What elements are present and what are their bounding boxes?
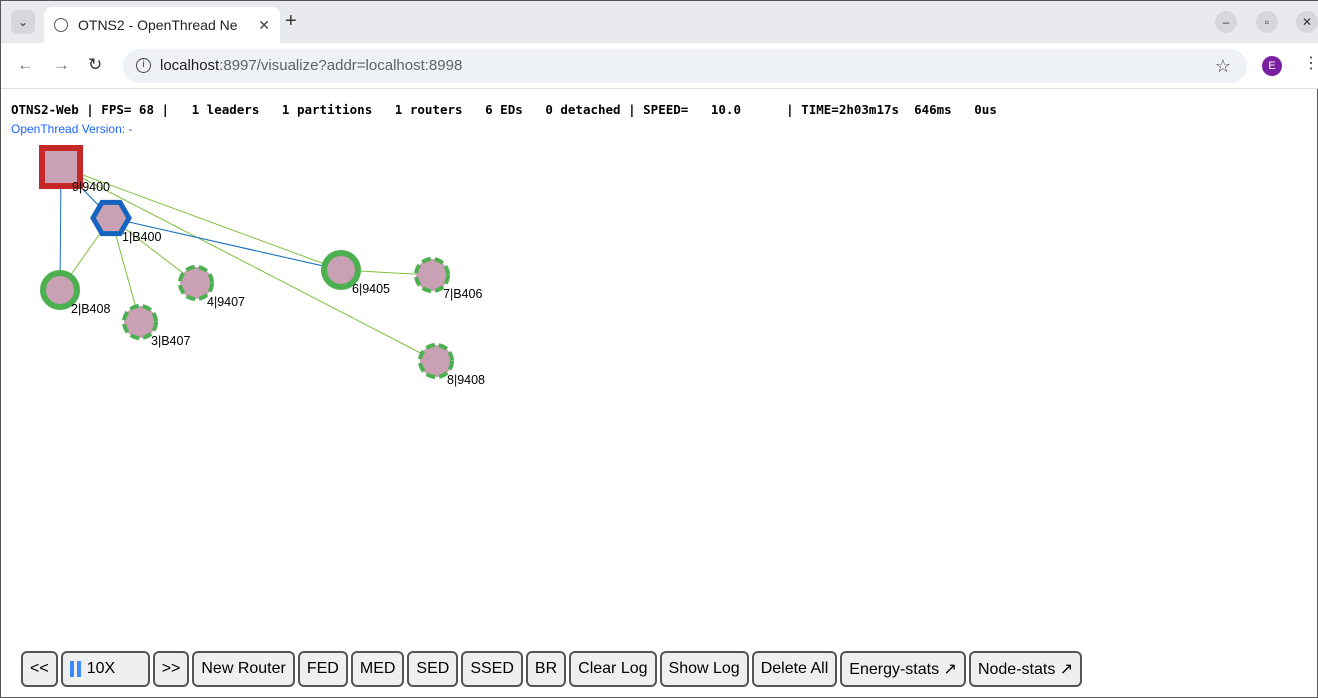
button-label: <<	[30, 660, 49, 677]
node-label: 7|B406	[443, 287, 482, 301]
minimize-button[interactable]: –	[1215, 11, 1237, 33]
circle-node-shape[interactable]	[40, 270, 80, 310]
button-label: FED	[306, 660, 339, 677]
new-tab-button[interactable]: +	[285, 10, 297, 32]
node-7[interactable]: 7|B406	[414, 257, 482, 301]
button-label: 10X	[86, 660, 116, 677]
button-label: Energy-stats ↗	[849, 661, 957, 678]
button-label: Clear Log	[578, 660, 648, 677]
slower-button[interactable]: <<	[21, 651, 58, 687]
browser-tab[interactable]: OTNS2 - OpenThread Ne ✕	[44, 7, 280, 43]
status-line: OTNS2-Web | FPS= 68 | 1 leaders 1 partit…	[11, 102, 997, 117]
show-log-button[interactable]: Show Log	[659, 651, 749, 687]
hexagon-node-shape[interactable]	[90, 199, 132, 237]
circle-node-shape[interactable]	[122, 304, 158, 340]
url-path: :8997/visualize?addr=localhost:8998	[219, 57, 463, 74]
openthread-version: OpenThread Version: -	[11, 122, 133, 136]
globe-icon	[54, 18, 68, 32]
link-line	[60, 166, 342, 271]
address-toolbar: ← → ↻ i localhost:8997/visualize?addr=lo…	[1, 43, 1318, 89]
browser-tab-bar: ⌄ OTNS2 - OpenThread Ne ✕ + – ▫ ✕	[1, 1, 1318, 43]
site-info-icon[interactable]: i	[136, 58, 151, 73]
circle-node-shape[interactable]	[414, 257, 450, 293]
energy-stats-button[interactable]: Energy-stats ↗	[840, 651, 966, 687]
node-label: 4|9407	[207, 295, 245, 309]
close-tab-icon[interactable]: ✕	[254, 16, 270, 34]
url-input[interactable]: i localhost:8997/visualize?addr=localhos…	[123, 49, 1247, 83]
ssed-button[interactable]: SSED	[461, 651, 523, 687]
pause-icon	[76, 661, 81, 677]
node-2[interactable]: 2|B408	[40, 270, 110, 316]
button-label: MED	[359, 660, 396, 677]
node-label: 6|9405	[352, 282, 390, 296]
circle-node-shape[interactable]	[418, 343, 454, 379]
node-label: 1|B400	[122, 230, 161, 244]
button-label: SED	[416, 660, 450, 677]
node-label: 9|9400	[72, 180, 110, 194]
router-link-line	[110, 217, 342, 271]
node-stats-button[interactable]: Node-stats ↗	[968, 651, 1083, 687]
new-router-button[interactable]: New Router	[192, 651, 295, 687]
close-window-button[interactable]: ✕	[1296, 11, 1318, 33]
tab-search-button[interactable]: ⌄	[11, 10, 35, 34]
bookmark-star-icon[interactable]: ☆	[1214, 56, 1231, 76]
pause-speed-button[interactable]: 10X	[60, 651, 150, 687]
node-label: 8|9408	[447, 373, 485, 387]
network-canvas[interactable]: 9|9400 1|B400 2|B408 3|B407 4|9407 6|9405 7|B4…	[1, 89, 1318, 639]
pause-icon	[69, 661, 74, 677]
med-button[interactable]: MED	[350, 651, 405, 687]
menu-icon[interactable]: ⋮	[1303, 55, 1318, 72]
button-label: New Router	[201, 660, 286, 677]
button-label: BR	[534, 660, 558, 677]
forward-icon[interactable]: →	[53, 55, 70, 74]
clear-log-button[interactable]: Clear Log	[569, 651, 657, 687]
back-icon[interactable]: ←	[17, 55, 34, 74]
button-label: SSED	[470, 660, 514, 677]
node-6[interactable]: 6|9405	[321, 250, 390, 296]
node-label: 2|B408	[71, 302, 110, 316]
profile-avatar[interactable]: E	[1262, 56, 1282, 76]
button-label: Delete All	[760, 660, 829, 677]
delete-all-button[interactable]: Delete All	[751, 651, 838, 687]
br-button[interactable]: BR	[525, 651, 567, 687]
sed-button[interactable]: SED	[407, 651, 459, 687]
maximize-button[interactable]: ▫	[1256, 11, 1278, 33]
link-line	[60, 166, 437, 362]
square-node-shape[interactable]	[39, 145, 83, 189]
tab-title: OTNS2 - OpenThread Ne	[78, 17, 238, 33]
faster-button[interactable]: >>	[152, 651, 190, 687]
reload-icon[interactable]: ↻	[88, 55, 103, 74]
circle-node-shape[interactable]	[321, 250, 361, 290]
button-label: Show Log	[668, 660, 740, 677]
fed-button[interactable]: FED	[297, 651, 348, 687]
circle-node-shape[interactable]	[178, 265, 214, 301]
node-9[interactable]: 9|9400	[39, 145, 110, 194]
node-4[interactable]: 4|9407	[178, 265, 245, 309]
node-1[interactable]: 1|B400	[90, 199, 161, 244]
button-label: Node-stats ↗	[977, 661, 1074, 678]
node-3[interactable]: 3|B407	[122, 304, 190, 348]
button-label: >>	[161, 660, 181, 677]
node-label: 3|B407	[151, 334, 190, 348]
url-host: localhost	[160, 57, 220, 74]
node-8[interactable]: 8|9408	[418, 343, 485, 387]
control-bar: << 10X >> New Router FED MED SED SSED BR Clear Lo…	[21, 651, 1083, 687]
